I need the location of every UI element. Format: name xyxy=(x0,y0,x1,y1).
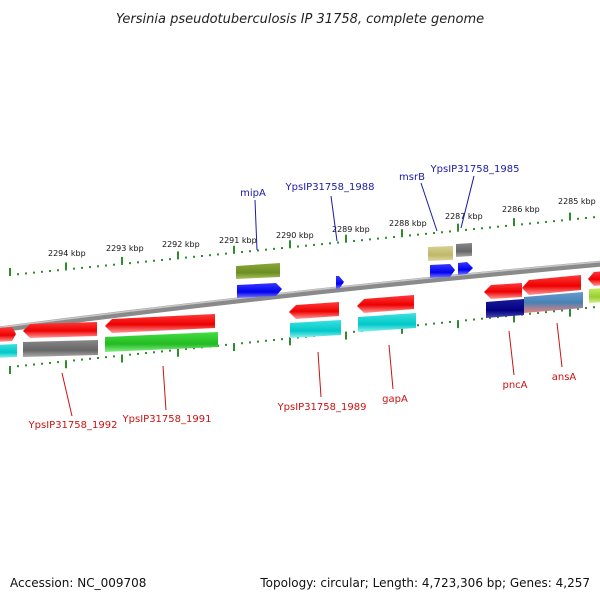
forward-genes xyxy=(236,243,473,298)
label-YpsIP31758_1991[interactable]: YpsIP31758_1991 xyxy=(122,414,212,425)
gene-partial-left-cyan[interactable] xyxy=(0,344,17,358)
forward-scale-ticks xyxy=(9,212,595,276)
kbp-label: 2290 kbp xyxy=(276,231,314,240)
gene-pncA-arrow[interactable] xyxy=(484,283,522,299)
kbp-label: 2285 kbp xyxy=(558,197,596,206)
gene-ansA[interactable] xyxy=(524,292,583,313)
gene-msrB[interactable] xyxy=(430,264,455,278)
kbp-label: 2288 kbp xyxy=(389,219,427,228)
label-ansA[interactable]: ansA xyxy=(552,372,577,383)
leader-ansA xyxy=(556,322,563,368)
gene-YpsIP31758_1988[interactable] xyxy=(336,276,344,289)
label-msrB[interactable]: msrB xyxy=(399,172,425,183)
genome-summary-text: Topology: circular; Length: 4,723,306 bp… xyxy=(259,576,590,590)
label-gapA[interactable]: gapA xyxy=(382,394,408,405)
forward-gene-labels: mipA YpsIP31758_1988 msrB YpsIP31758_198… xyxy=(240,164,519,199)
leader-YpsIP31758_1991 xyxy=(162,365,167,411)
gene-YpsIP31758_1992[interactable] xyxy=(23,340,98,357)
reverse-genes xyxy=(0,271,600,358)
gene-mipA[interactable] xyxy=(237,283,282,298)
kbp-label: 2286 kbp xyxy=(502,205,540,214)
gene-partial-right-red[interactable] xyxy=(588,271,600,286)
leader-YpsIP31758_1988 xyxy=(330,195,338,242)
leader-YpsIP31758_1992 xyxy=(61,372,73,417)
gene-YpsIP31758_1992-arrow[interactable] xyxy=(23,322,97,338)
leader-lines xyxy=(61,175,563,417)
gene-YpsIP31758_1985-outer[interactable] xyxy=(456,243,472,257)
gene-gapA-arrow[interactable] xyxy=(357,295,414,313)
gene-YpsIP31758_1989[interactable] xyxy=(290,320,341,338)
label-pncA[interactable]: pncA xyxy=(502,380,527,391)
gene-YpsIP31758_1985[interactable] xyxy=(458,262,473,275)
accession-text: Accession: NC_009708 xyxy=(10,576,146,590)
label-YpsIP31758_1989[interactable]: YpsIP31758_1989 xyxy=(277,402,367,413)
reverse-gene-labels: YpsIP31758_1992 YpsIP31758_1991 YpsIP317… xyxy=(28,372,577,431)
kbp-label: 2292 kbp xyxy=(162,240,200,249)
kbp-label: 2291 kbp xyxy=(219,236,257,245)
gene-mipA-outer[interactable] xyxy=(236,263,280,279)
label-YpsIP31758_1992[interactable]: YpsIP31758_1992 xyxy=(28,420,118,431)
genome-backbone xyxy=(0,260,600,333)
kbp-labels: 2294 kbp 2293 kbp 2292 kbp 2291 kbp 2290… xyxy=(48,197,596,258)
leader-gapA xyxy=(388,344,394,390)
label-YpsIP31758_1988[interactable]: YpsIP31758_1988 xyxy=(285,182,375,193)
label-YpsIP31758_1985[interactable]: YpsIP31758_1985 xyxy=(430,164,520,175)
gene-YpsIP31758_1989-arrow[interactable] xyxy=(289,302,339,319)
leader-YpsIP31758_1989 xyxy=(317,351,322,398)
gene-partial-left-red[interactable] xyxy=(0,327,16,342)
gene-pncA[interactable] xyxy=(486,299,524,318)
leader-msrB xyxy=(420,182,438,232)
kbp-label: 2293 kbp xyxy=(106,244,144,253)
label-mipA[interactable]: mipA xyxy=(240,188,266,199)
gene-gapA[interactable] xyxy=(358,313,416,332)
gene-YpsIP31758_1991-arrow[interactable] xyxy=(105,314,215,333)
genome-title: Yersinia pseudotuberculosis IP 31758, co… xyxy=(116,12,484,27)
kbp-label: 2294 kbp xyxy=(48,249,86,258)
gene-ansA-arrow[interactable] xyxy=(522,275,581,295)
leader-mipA xyxy=(254,199,258,251)
kbp-label: 2289 kbp xyxy=(332,225,370,234)
gene-partial-right-lime[interactable] xyxy=(589,288,600,303)
gene-msrB-outer[interactable] xyxy=(428,246,453,261)
genome-backbone-highlight xyxy=(0,261,600,329)
leader-pncA xyxy=(508,330,515,376)
leader-YpsIP31758_1985 xyxy=(460,175,475,229)
gene-YpsIP31758_1991[interactable] xyxy=(105,332,218,352)
